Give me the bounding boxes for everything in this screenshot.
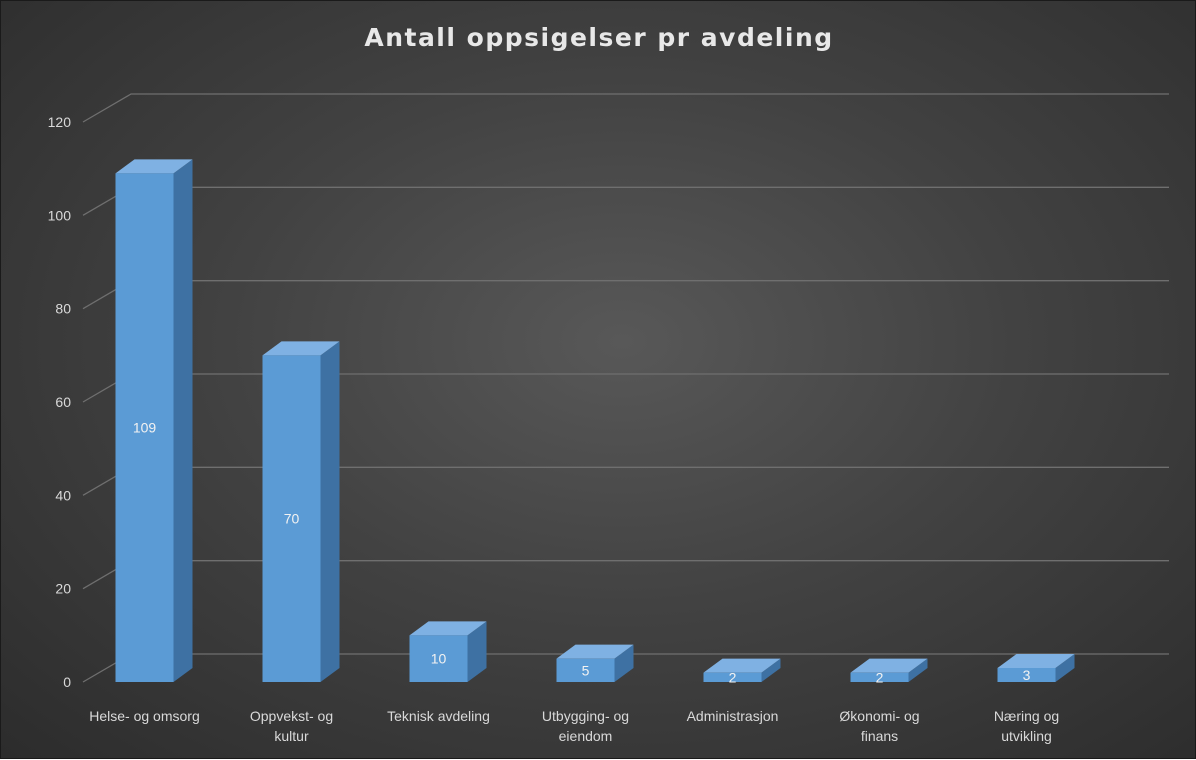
bar-front-face: [997, 668, 1056, 682]
bar-front-face: [703, 672, 762, 682]
bar: [703, 658, 781, 682]
x-tick-label: Teknisk avdeling: [387, 708, 490, 724]
gridline: [82, 560, 1169, 590]
x-tick-label: Økonomi- og finans: [839, 708, 919, 744]
y-tick-label: 100: [48, 207, 72, 223]
bar-top-face: [850, 658, 928, 673]
bar-side-face: [173, 159, 193, 683]
data-label: 10: [431, 651, 447, 667]
bar: [115, 159, 193, 683]
bar: [262, 341, 340, 682]
bar-side-face: [1055, 654, 1075, 682]
bar-side-face: [908, 658, 928, 682]
data-label: 2: [729, 669, 737, 685]
bar-top-face: [262, 341, 340, 356]
y-tick-label: 60: [55, 394, 71, 410]
bar-front-face: [115, 173, 174, 683]
bar-front-face: [262, 355, 321, 682]
gridline: [82, 186, 1169, 216]
data-label: 2: [876, 669, 884, 685]
gridline: [82, 280, 1169, 310]
x-tick-label: Helse- og omsorg: [89, 708, 200, 724]
bar-side-face: [614, 644, 634, 682]
bar-front-face: [409, 635, 468, 682]
data-label: 5: [582, 662, 590, 678]
gridline: [82, 373, 1169, 403]
chart-title: Antall oppsigelser pr avdeling: [364, 23, 834, 52]
bar-side-face: [761, 658, 781, 682]
data-label: 70: [284, 511, 300, 527]
bar: [556, 644, 634, 682]
bar-side-face: [320, 341, 340, 682]
bars: [115, 159, 1075, 683]
bar: [850, 658, 928, 682]
bar-front-face: [850, 672, 909, 682]
y-tick-label: 0: [63, 674, 71, 690]
gridline: [82, 93, 1169, 123]
bar: [997, 654, 1075, 682]
bar-top-face: [703, 658, 781, 673]
bar: [409, 621, 487, 682]
x-tick-label: Næring og utvikling: [994, 708, 1059, 744]
bar-top-face: [556, 644, 634, 659]
y-tick-label: 120: [48, 114, 72, 130]
bar-front-face: [556, 658, 615, 682]
bar-side-face: [467, 621, 487, 682]
x-tick-label: Oppvekst- og kultur: [250, 708, 333, 744]
gridlines: [82, 93, 1169, 683]
data-label: 3: [1023, 667, 1031, 683]
y-tick-label: 80: [55, 301, 71, 317]
bar-top-face: [115, 159, 193, 174]
y-tick-label: 20: [55, 581, 71, 597]
data-label: 109: [133, 420, 157, 436]
gridline: [82, 466, 1169, 496]
x-tick-label: Administrasjon: [687, 708, 779, 724]
bar-top-face: [997, 654, 1075, 668]
bar-top-face: [409, 621, 487, 636]
x-tick-label: Utbygging- og eiendom: [542, 708, 629, 744]
y-tick-label: 40: [55, 487, 71, 503]
labels: 0 20 40 60 80 100 120 109 Helse- og omsorg 70 Oppv…: [48, 114, 1060, 744]
